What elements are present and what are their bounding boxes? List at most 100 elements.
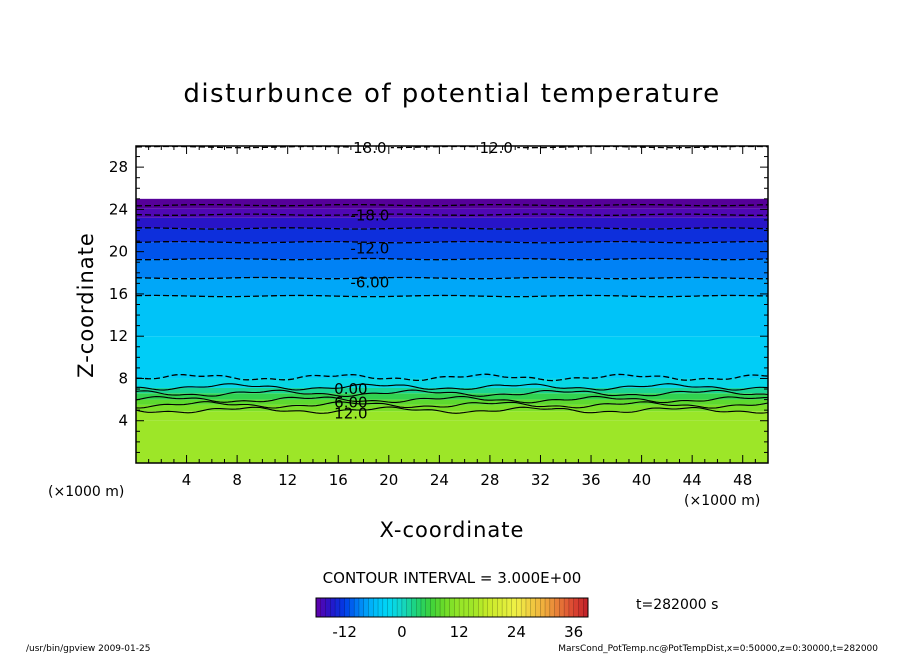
- time-label: t=282000 s: [636, 597, 718, 613]
- x-tick-label: 40: [632, 471, 651, 489]
- colorbar-cell: [568, 598, 575, 617]
- colorbar-cell: [358, 598, 365, 617]
- footer-right: MarsCond_PotTemp.nc@PotTempDist,x=0:5000…: [558, 644, 878, 654]
- colorbar-cell: [463, 598, 470, 617]
- colorbar-cell: [320, 598, 327, 617]
- contour-layer: [136, 399, 768, 405]
- colorbar-cell: [468, 598, 474, 617]
- x-tick-label: 28: [480, 471, 499, 489]
- colorbar-cell: [373, 598, 379, 617]
- contour-layer: [136, 393, 768, 400]
- contour-line: [136, 227, 769, 230]
- colorbar-cell: [483, 598, 489, 617]
- contour-line: [135, 401, 769, 409]
- contour-layer: [136, 404, 768, 412]
- colorbar-tick-label: 0: [397, 623, 407, 641]
- contour-layer: [136, 217, 768, 229]
- colorbar-cell: [521, 598, 527, 617]
- contour-label: -12.0: [350, 239, 389, 257]
- y-tick-label: 8: [118, 369, 128, 387]
- y-tick-label: 4: [118, 412, 128, 430]
- y-tick-label: 20: [109, 243, 128, 261]
- colorbar-cell: [397, 598, 403, 617]
- y-tick-label: 28: [109, 158, 128, 176]
- contour-line: [135, 406, 769, 414]
- colorbar-cell: [444, 598, 451, 617]
- colorbar-cell: [516, 598, 522, 617]
- contour-label: 18.0: [353, 139, 386, 157]
- contour-layer: [136, 387, 768, 394]
- contour-line: [136, 203, 768, 207]
- contour-lines: [135, 145, 769, 414]
- colorbar-cell: [392, 598, 398, 617]
- x-tick-label: 20: [379, 471, 398, 489]
- colorbar-tick-label: 36: [564, 623, 583, 641]
- colorbar-cell: [545, 598, 551, 617]
- colorbar-tick-label: 24: [507, 623, 526, 641]
- colorbar-cell: [344, 598, 350, 617]
- colorbar-cell: [549, 598, 556, 617]
- contour-layer: [136, 259, 768, 279]
- x-tick-label: 36: [581, 471, 600, 489]
- contour-line: [136, 257, 769, 261]
- x-tick-label: 12: [278, 471, 297, 489]
- colorbar-cell: [559, 598, 565, 617]
- colorbar-cell: [330, 598, 336, 617]
- contour-layer: [136, 336, 768, 379]
- colorbar-cell: [573, 598, 579, 617]
- colorbar-cell: [401, 598, 408, 617]
- x-unit-label: (×1000 m): [684, 493, 760, 509]
- colorbar-cell: [454, 598, 460, 617]
- colorbar-cell: [325, 598, 331, 617]
- y-unit-label: (×1000 m): [48, 484, 124, 500]
- y-tick-label: 12: [109, 327, 128, 345]
- colorbar-cell: [492, 598, 498, 617]
- colorbar-cell: [387, 598, 393, 617]
- filled-contour-layers: [136, 198, 768, 463]
- colorbar-cell: [430, 598, 436, 617]
- contour-label: 12.0: [334, 404, 367, 422]
- contour-line: [136, 294, 769, 298]
- colorbar-cell: [349, 598, 355, 617]
- colorbar-cell: [473, 598, 479, 617]
- contour-line: [135, 389, 769, 397]
- colorbar-ticks: -12 0 12 24 36: [332, 623, 583, 641]
- colorbar-cell: [449, 598, 455, 617]
- colorbar-cell: [420, 598, 427, 617]
- x-tick-label: 44: [683, 471, 702, 489]
- colorbar: [315, 598, 589, 617]
- contour-line: [135, 276, 768, 280]
- contour-layer: [136, 278, 768, 297]
- contour-interval-text: CONTOUR INTERVAL = 3.000E+00: [323, 569, 582, 587]
- colorbar-cell: [554, 598, 560, 617]
- colorbar-cell: [497, 598, 503, 617]
- x-axis-ticks: 4 8 12 16 20 24 28 32 36 40 44 48: [148, 146, 756, 489]
- colorbar-cell: [506, 598, 513, 617]
- contour-line: [135, 395, 769, 404]
- colorbar-cell: [535, 598, 541, 617]
- colorbar-cell: [378, 598, 384, 617]
- colorbar-frame: [315, 597, 589, 618]
- contour-label: -18.0: [350, 207, 389, 225]
- colorbar-cell: [425, 598, 432, 617]
- x-tick-label: 16: [329, 471, 348, 489]
- x-tick-label: 24: [430, 471, 449, 489]
- colorbar-cell: [411, 598, 417, 617]
- contour-label: 0.00: [334, 380, 367, 398]
- colorbar-cell: [435, 598, 441, 617]
- x-tick-label: 32: [531, 471, 550, 489]
- contour-line: [135, 240, 768, 244]
- colorbar-cell: [583, 598, 589, 617]
- y-axis-label: Z-coordinate: [74, 232, 98, 378]
- colorbar-cell: [502, 598, 508, 617]
- colorbar-cell: [478, 598, 484, 617]
- contour-line: [136, 383, 769, 391]
- contour-label: 12.0: [480, 139, 513, 157]
- colorbar-cell: [416, 598, 422, 617]
- colorbar-cell: [511, 598, 517, 617]
- contour-layer: [136, 198, 768, 209]
- colorbar-cell: [459, 598, 465, 617]
- contour-label: -6.00: [350, 273, 389, 291]
- x-axis-label: X-coordinate: [380, 518, 525, 542]
- colorbar-cell: [564, 598, 570, 617]
